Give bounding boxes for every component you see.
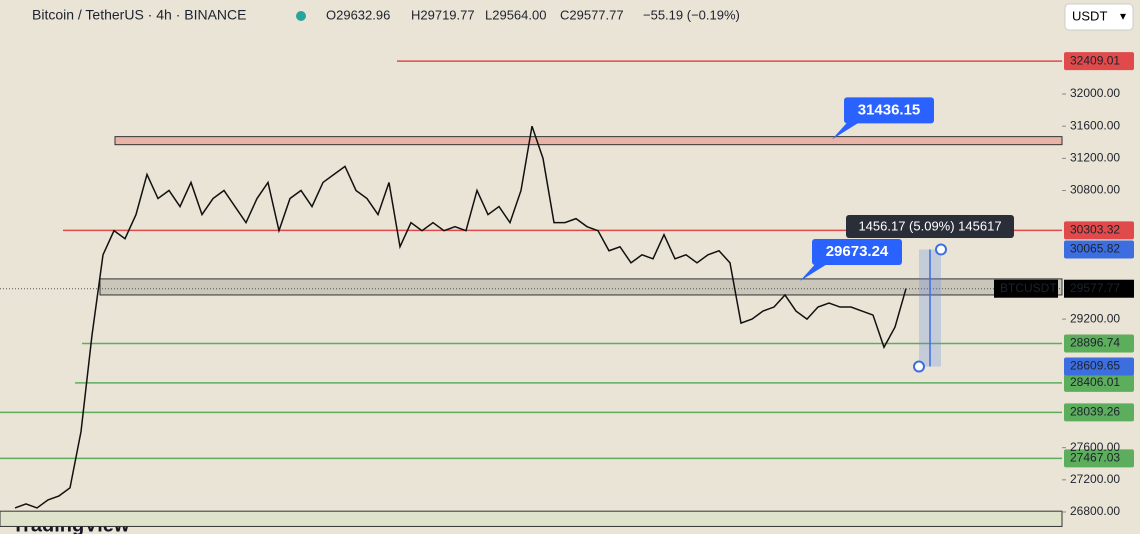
callout-label: 29673.24 [826,243,889,260]
status-dot [296,11,306,21]
zone [0,510,1063,527]
level-label: 32409.01 [1070,53,1120,67]
price-line [14,125,907,509]
callout-box [844,97,934,124]
ohlc-change: −55.19 (−0.19%) [643,7,740,22]
level-label: 27467.03 [1070,451,1120,465]
measure-tag [1064,240,1134,259]
readout: 1456.17 (5.09%) 145617 [858,218,1001,233]
tick-label: 31600.00 [1070,118,1120,132]
measure-label: 28609.65 [1070,359,1120,373]
tick-label: 26800.00 [1070,504,1120,518]
level-label: 28406.01 [1070,375,1120,389]
current-label: 29577.77 [1070,281,1120,295]
current-tag [1064,279,1134,298]
tick-label: 27600.00 [1070,440,1120,454]
dropdown-arrow: ▾ [1120,9,1126,23]
callout-box [812,239,902,266]
level-tag [1064,373,1134,392]
tick-label: 32000.00 [1070,86,1120,100]
handle [913,360,925,373]
zone [99,278,1063,296]
ohlc-open: O29632.96 [326,7,390,22]
level-tag [1064,334,1134,353]
level-tag [1064,403,1134,422]
currency-label[interactable]: USDT [1072,8,1107,23]
zone [114,136,1063,146]
tick-label: 31200.00 [1070,151,1120,165]
level-tag [1064,221,1134,240]
ohlc-low: L29564.00 [485,7,546,22]
level-label: 28896.74 [1070,336,1120,350]
handle [935,243,947,256]
callout-pointer [832,119,864,140]
level-tag [1064,52,1134,71]
tick-label: 30800.00 [1070,183,1120,197]
currency-select[interactable] [1064,3,1134,31]
tick-label: 27200.00 [1070,472,1120,486]
ohlc-high: H29719.77 [411,7,475,22]
measure-label: 30065.82 [1070,242,1120,256]
readout-box [846,215,1014,238]
symbol-tag [994,279,1058,298]
tick-label: 29200.00 [1070,311,1120,325]
level-tag [1064,449,1134,468]
callout-label: 31436.15 [858,101,921,118]
measure-tag [1064,357,1134,376]
symbol-label: BTCUSDT [1000,281,1057,295]
symbol: Bitcoin / TetherUS · 4h · BINANCE [32,7,246,23]
level-label: 30303.32 [1070,223,1120,237]
ohlc-close: C29577.77 [560,7,624,22]
level-label: 28039.26 [1070,405,1120,419]
callout-pointer [800,261,832,282]
